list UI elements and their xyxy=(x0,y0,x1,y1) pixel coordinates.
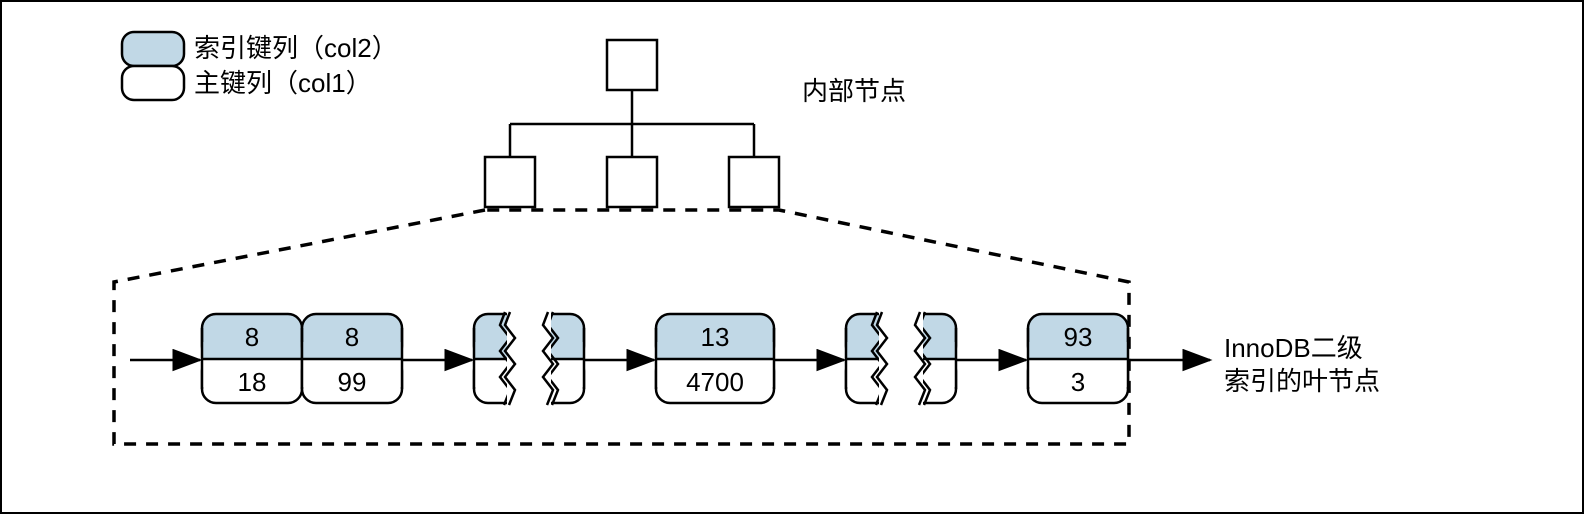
child-node-1 xyxy=(485,157,535,207)
legend-index-swatch xyxy=(122,32,184,66)
root-node xyxy=(607,40,657,90)
legend-pk-swatch xyxy=(122,66,184,100)
legend-pk-label: 主键列（col1） xyxy=(194,68,372,98)
legend-index-label: 索引键列（col2） xyxy=(194,33,398,63)
leaf-pair-0: 8 18 xyxy=(202,314,302,403)
leaf-1-bottom-val: 99 xyxy=(338,367,367,397)
gap-block-1 xyxy=(474,311,584,406)
leaf-3-bottom-val: 4700 xyxy=(686,367,744,397)
internal-label: 内部节点 xyxy=(802,76,906,106)
child-node-3 xyxy=(729,157,779,207)
leaf-1-top-val: 8 xyxy=(345,322,359,352)
leaf-3-top-val: 13 xyxy=(701,322,730,352)
diagram-container: 索引键列（col2） 主键列（col1） 内部节点 xyxy=(0,0,1584,514)
leaf-5-bottom-val: 3 xyxy=(1071,367,1085,397)
leaf-row: 8 18 8 99 xyxy=(130,311,1380,406)
gap-block-2 xyxy=(846,311,956,406)
leaf-label-1: InnoDB二级 xyxy=(1224,333,1363,363)
leaf-0-bottom-val: 18 xyxy=(238,367,267,397)
leaf-pair-5: 93 3 xyxy=(1028,314,1128,403)
leaf-label-2: 索引的叶节点 xyxy=(1224,366,1380,396)
leaf-pair-3: 13 4700 xyxy=(656,314,774,403)
leaf-0-top-val: 8 xyxy=(245,322,259,352)
leaf-pair-1: 8 99 xyxy=(302,314,402,403)
diagram-svg: 索引键列（col2） 主键列（col1） 内部节点 xyxy=(2,2,1582,512)
leaf-5-top-val: 93 xyxy=(1064,322,1093,352)
internal-nodes: 内部节点 xyxy=(485,40,906,207)
legend: 索引键列（col2） 主键列（col1） xyxy=(122,32,398,100)
child-node-2 xyxy=(607,157,657,207)
